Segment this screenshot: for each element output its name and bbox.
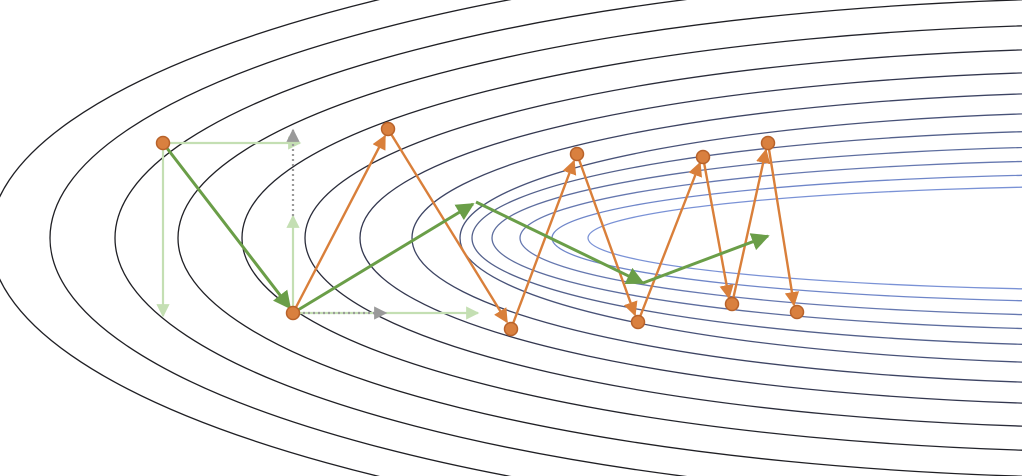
contour-line xyxy=(177,0,1022,476)
point-marker xyxy=(285,305,301,321)
point-marker xyxy=(569,146,585,162)
contour-line xyxy=(359,72,1022,404)
contour-line xyxy=(49,0,513,476)
point-marker xyxy=(630,314,646,330)
orange-step xyxy=(291,134,387,314)
contour-line xyxy=(519,160,1022,316)
point-marker xyxy=(695,149,711,165)
point-marker xyxy=(155,135,171,151)
contour-line xyxy=(587,186,1022,290)
orange-step xyxy=(509,159,577,330)
contour-line xyxy=(241,25,1022,451)
point-marker xyxy=(724,296,740,312)
green-step xyxy=(161,142,292,310)
contour-line xyxy=(459,113,1022,363)
point-marker xyxy=(503,321,519,337)
orange-step xyxy=(636,161,702,323)
orange-step xyxy=(386,128,509,324)
orange-step xyxy=(575,153,638,317)
contour-line xyxy=(411,93,1022,383)
contour-line xyxy=(114,0,688,476)
green-step xyxy=(475,200,645,285)
contour-line xyxy=(304,49,1022,427)
green-path xyxy=(161,142,770,315)
orange-step xyxy=(766,142,800,307)
orange-points xyxy=(155,121,805,337)
gradient-components xyxy=(156,128,480,320)
point-marker xyxy=(760,135,776,151)
contour-line xyxy=(471,131,1022,345)
orange-step xyxy=(701,156,734,300)
green-step xyxy=(292,202,475,315)
contour-line xyxy=(491,146,1022,330)
point-marker xyxy=(380,121,396,137)
orange-step xyxy=(730,148,771,305)
green-step xyxy=(642,233,770,285)
point-marker xyxy=(789,304,805,320)
